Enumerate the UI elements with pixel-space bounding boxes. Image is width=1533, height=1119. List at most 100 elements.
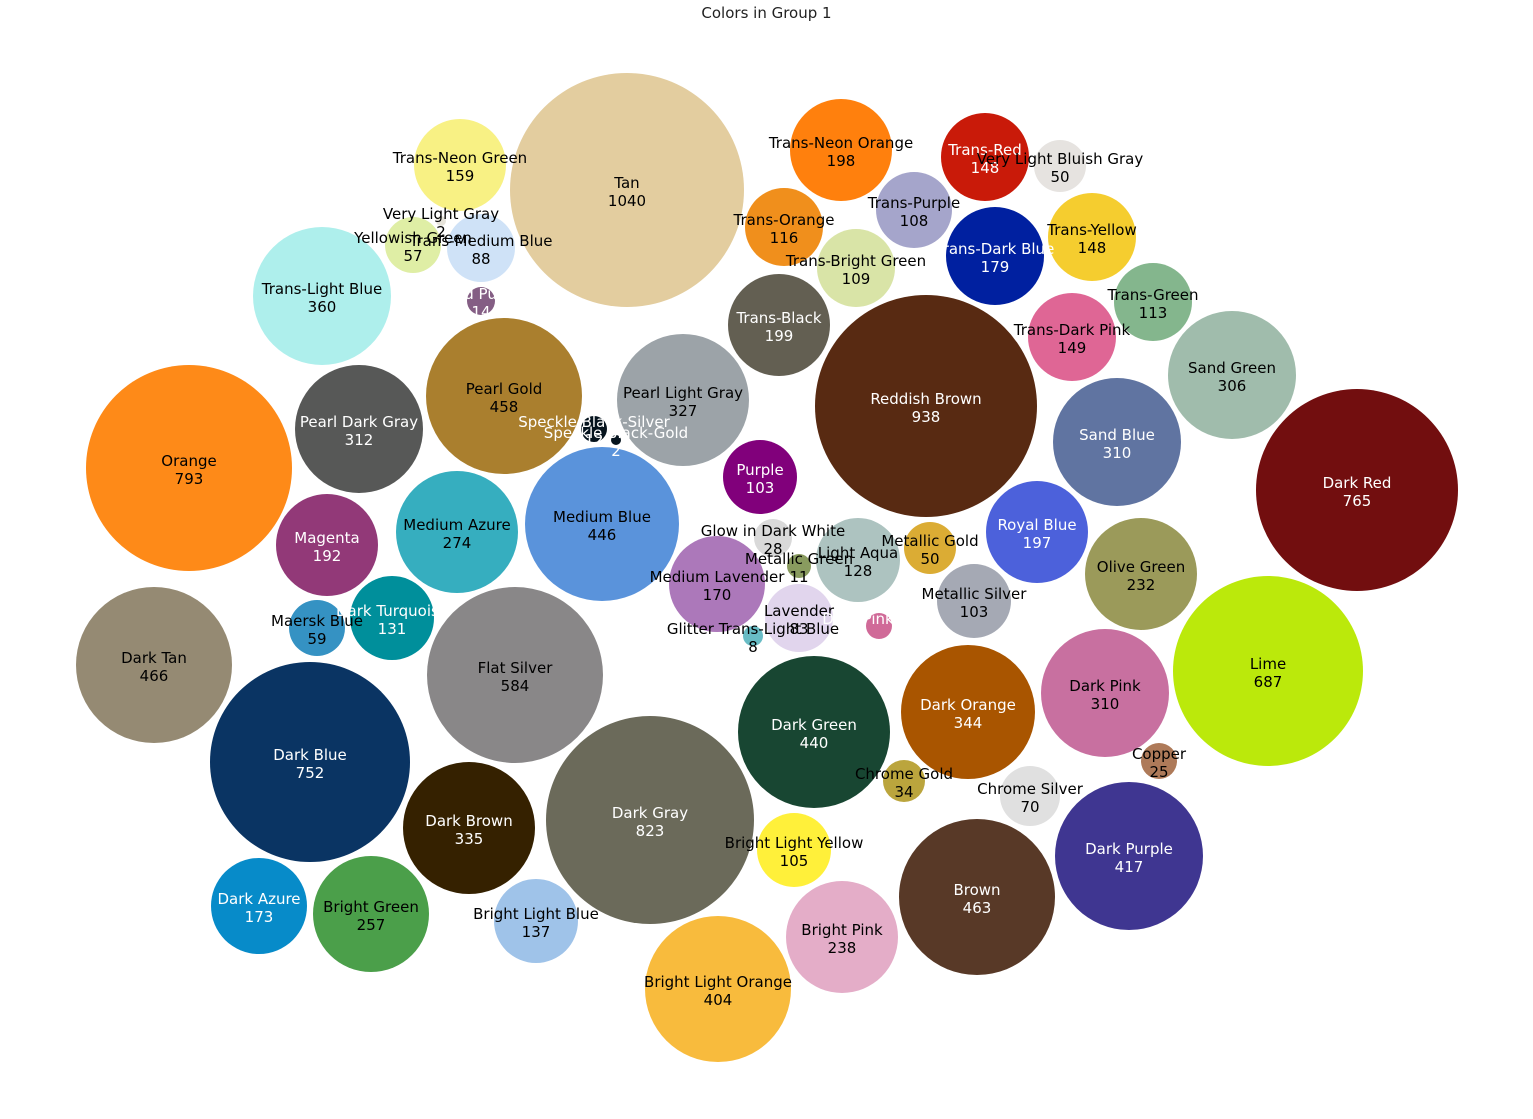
bubble-reddish-brown [815,295,1037,517]
bubble-light-aqua [816,518,900,602]
bubble-value-brown: 463 [963,899,992,917]
bubble-olive-green [1085,518,1197,630]
bubble-label-dark-turquoise: Dark Turquoise [336,602,448,620]
bubble-label-olive-green: Olive Green [1097,558,1185,576]
bubble-label-trans-light-blue: Trans-Light Blue [261,280,382,298]
bubble-value-dark-orange: 344 [954,714,983,732]
bubble-label-trans-neon-orange: Trans-Neon Orange [768,134,913,152]
bubble-value-trans-orange: 116 [770,229,799,247]
bubble-value-maersk-blue: 59 [307,630,326,648]
bubble-magenta [276,494,378,596]
bubble-value-dark-azure: 173 [245,908,274,926]
bubble-flat-silver [427,587,603,763]
bubble-dark-pink-pearl [866,613,892,639]
bubble-label-medium-azure: Medium Azure [403,516,510,534]
bubble-trans-green [1114,263,1192,341]
bubble-label-copper: Copper [1132,745,1187,763]
bubble-label-sand-blue: Sand Blue [1079,426,1155,444]
bubble-label-trans-black: Trans-Black [735,309,821,327]
bubble-value-trans-black: 199 [765,327,794,345]
bubble-label-bright-light-yellow: Bright Light Yellow [725,834,864,852]
bubble-label-chrome-gold: Chrome Gold [855,765,953,783]
bubble-value-reddish-brown: 938 [912,408,941,426]
bubble-value-trans-purple: 108 [900,212,929,230]
bubble-value-dark-brown: 335 [455,830,484,848]
bubble-label-very-light-bluish-gray: Very Light Bluish Gray [977,150,1144,168]
bubble-value-bright-light-orange: 404 [704,991,733,1009]
bubble-metallic-green [787,554,811,578]
bubble-label-reddish-brown: Reddish Brown [870,390,981,408]
bubble-value-sand-green: 306 [1218,377,1247,395]
bubble-purple [723,440,797,514]
bubble-label-metallic-silver: Metallic Silver [922,585,1028,603]
bubble-sand-purple [467,287,495,315]
bubble-value-lime: 687 [1254,673,1283,691]
bubble-label-sand-green: Sand Green [1188,359,1276,377]
bubble-label-pearl-gold: Pearl Gold [466,380,543,398]
bubble-label-lime: Lime [1250,655,1286,673]
bubble-value-orange: 793 [175,470,204,488]
bubble-very-light-bluish-gray [1034,140,1086,192]
bubble-label-dark-pink-pearl: Dark Pink Pearl [822,610,935,628]
bubble-label-sand-purple: Sand Purple [436,285,526,303]
bubble-value-dark-pink: 310 [1091,695,1120,713]
bubble-trans-orange [745,188,823,266]
bubble-label-flat-silver: Flat Silver [478,659,554,677]
bubble-label-bright-light-blue: Bright Light Blue [473,905,599,923]
bubble-label-maersk-blue: Maersk Blue [271,612,363,630]
bubble-value-glow-in-dark-white: 28 [763,540,782,558]
bubble-pearl-light-gray [617,334,749,466]
bubble-dark-orange [901,645,1035,779]
bubble-dark-tan [76,587,232,743]
bubble-trans-medium-blue [447,214,515,282]
bubble-label-glitter-trans-light-blue: Glitter Trans-Light Blue [667,620,839,638]
bubble-very-light-gray [436,216,446,226]
bubble-value-bright-light-yellow: 105 [780,852,809,870]
bubble-chrome-silver [1000,766,1060,826]
bubble-trans-light-blue [253,227,391,365]
bubble-value-trans-red: 148 [971,159,1000,177]
bubble-dark-blue [210,662,410,862]
bubble-label-pearl-dark-gray: Pearl Dark Gray [300,413,418,431]
bubble-value-bright-light-blue: 137 [522,923,551,941]
bubble-value-chrome-gold: 34 [894,783,913,801]
bubble-label-royal-blue: Royal Blue [997,516,1076,534]
bubble-label-chrome-silver: Chrome Silver [977,780,1084,798]
bubble-value-light-aqua: 128 [844,562,873,580]
bubble-label-trans-yellow: Trans-Yellow [1046,221,1136,239]
bubble-label-trans-purple: Trans-Purple [867,194,960,212]
bubble-value-medium-azure: 274 [443,534,472,552]
bubble-label-dark-orange: Dark Orange [920,696,1016,714]
bubble-value-trans-light-blue: 360 [308,298,337,316]
bubble-label-trans-neon-green: Trans-Neon Green [392,149,527,167]
bubble-value-metallic-green: 11 [789,568,808,586]
bubble-label-metallic-green: Metallic Green [745,550,853,568]
bubble-value-trans-medium-blue: 88 [471,250,490,268]
bubble-value-lavender: 83 [789,620,808,638]
bubble-value-yellowish-green: 57 [403,247,422,265]
bubble-label-dark-pink: Dark Pink [1069,677,1141,695]
bubble-bright-green [313,856,429,972]
bubble-speckle-black-silver [581,416,607,442]
bubble-medium-lavender [669,536,765,632]
bubble-label-metallic-gold: Metallic Gold [881,532,978,550]
bubble-value-trans-bright-green: 109 [842,270,871,288]
bubble-value-pearl-light-gray: 327 [669,402,698,420]
bubble-dark-azure [211,858,307,954]
bubble-value-glitter-trans-light-blue: 8 [748,638,758,656]
bubble-value-pearl-dark-gray: 312 [345,431,374,449]
bubble-bright-light-yellow [757,813,831,887]
bubble-label-glow-in-dark-white: Glow in Dark White [701,522,845,540]
bubble-tan [510,73,744,307]
bubble-dark-purple [1055,782,1203,930]
bubble-pearl-gold [426,318,582,474]
bubble-dark-turquoise [350,576,434,660]
bubble-value-bright-green: 257 [357,916,386,934]
bubble-value-sand-purple: 14 [471,303,490,321]
bubble-bright-light-orange [645,916,791,1062]
bubble-label-dark-tan: Dark Tan [121,649,187,667]
bubble-label-dark-red: Dark Red [1323,474,1392,492]
bubble-metallic-silver [937,564,1011,638]
bubble-label-medium-blue: Medium Blue [553,508,651,526]
